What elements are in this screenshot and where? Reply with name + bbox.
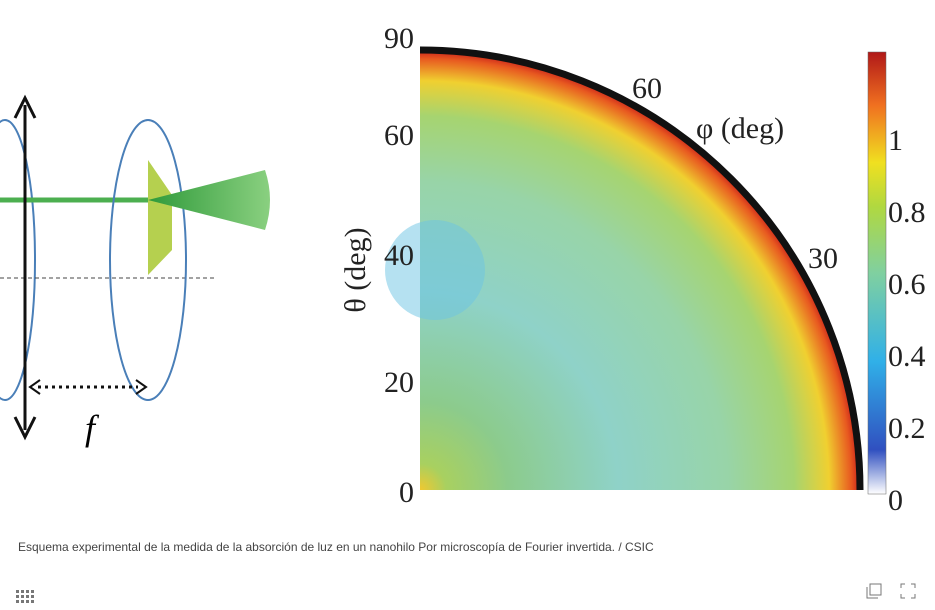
page: f 0 20 40 60 90 θ (deg) 60 30 φ (deg) 0 0.2 0.4 0.6 0… [0, 0, 935, 610]
phi-axis-label: φ (deg) [696, 112, 784, 145]
colorbar-tick-label: 0 [888, 484, 903, 517]
focal-label: f [85, 408, 100, 448]
theta-tick-label: 90 [384, 22, 414, 55]
theta-tick-label: 20 [384, 366, 414, 399]
phi-tick-label: 60 [632, 72, 662, 105]
copy-button[interactable] [866, 583, 882, 599]
colorbar-tick-label: 0.6 [888, 268, 926, 301]
colorbar-tick-label: 0.8 [888, 196, 926, 229]
theta-axis-label: θ (deg) [339, 227, 372, 312]
figure: f 0 20 40 60 90 θ (deg) 60 30 φ (deg) 0 0.2 0.4 0.6 0… [0, 0, 935, 520]
phi-tick-label: 30 [808, 242, 838, 275]
theta-tick-label: 60 [384, 119, 414, 152]
caption: Esquema experimental de la medida de la … [18, 540, 654, 554]
schematic: f [0, 98, 270, 448]
colorbar-tick-label: 0.4 [888, 340, 926, 373]
gallery-grid-button[interactable] [16, 590, 34, 604]
colorbar-tick-label: 1 [888, 124, 903, 157]
colorbar-tick-label: 0.2 [888, 412, 926, 445]
theta-tick-label: 0 [399, 476, 414, 509]
theta-tick-label: 40 [384, 239, 414, 272]
fullscreen-button[interactable] [900, 583, 916, 599]
